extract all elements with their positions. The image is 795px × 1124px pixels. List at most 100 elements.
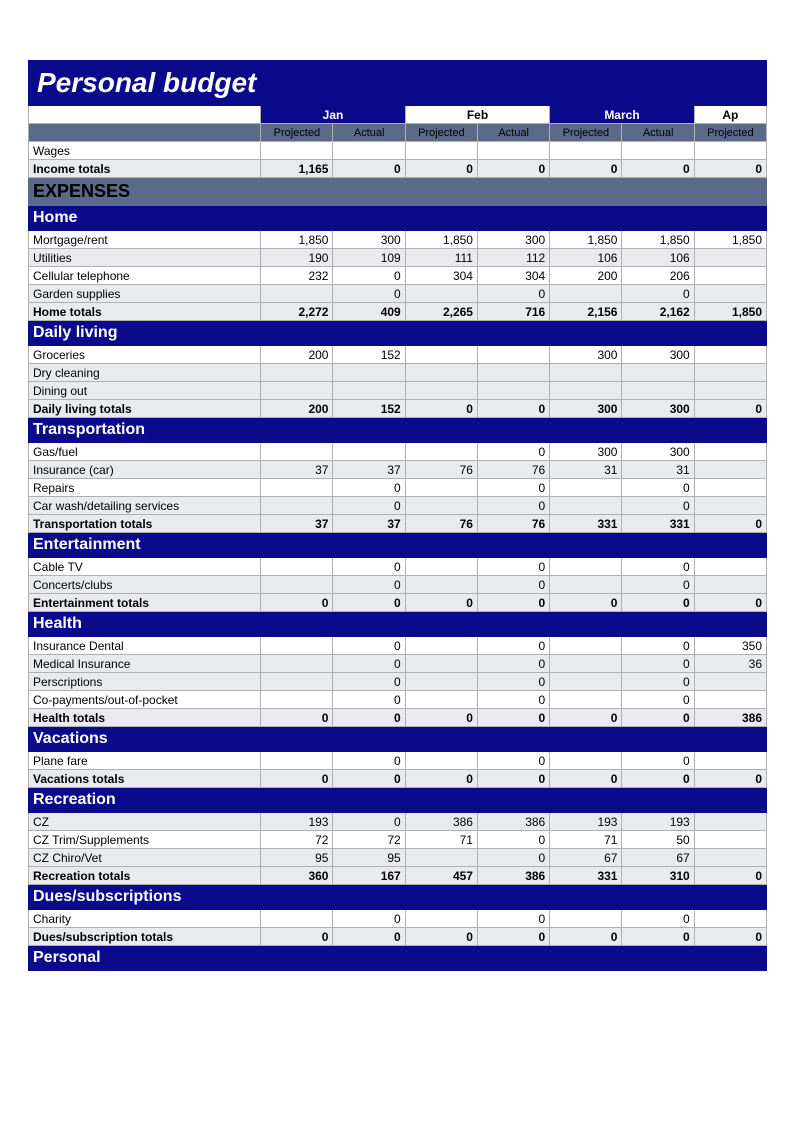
- cell[interactable]: 193: [261, 813, 333, 831]
- cell[interactable]: 0: [333, 813, 405, 831]
- cell[interactable]: 0: [333, 673, 405, 691]
- cell[interactable]: 0: [333, 497, 405, 515]
- cell[interactable]: 0: [477, 910, 549, 928]
- cell[interactable]: [622, 364, 694, 382]
- cell[interactable]: 386: [477, 813, 549, 831]
- cell[interactable]: [694, 673, 766, 691]
- cell[interactable]: [261, 558, 333, 576]
- cell[interactable]: 0: [622, 655, 694, 673]
- cell[interactable]: 0: [477, 691, 549, 709]
- cell[interactable]: [405, 558, 477, 576]
- cell[interactable]: [261, 285, 333, 303]
- cell[interactable]: 37: [261, 461, 333, 479]
- cell[interactable]: [261, 142, 333, 160]
- cell[interactable]: [550, 497, 622, 515]
- cell[interactable]: [550, 142, 622, 160]
- cell[interactable]: [405, 849, 477, 867]
- cell[interactable]: 0: [622, 637, 694, 655]
- cell[interactable]: [261, 576, 333, 594]
- cell[interactable]: [477, 382, 549, 400]
- cell[interactable]: [405, 364, 477, 382]
- cell[interactable]: [550, 479, 622, 497]
- cell[interactable]: 0: [477, 558, 549, 576]
- cell[interactable]: 200: [261, 346, 333, 364]
- cell[interactable]: 386: [405, 813, 477, 831]
- cell[interactable]: [622, 142, 694, 160]
- cell[interactable]: 95: [261, 849, 333, 867]
- cell[interactable]: [694, 752, 766, 770]
- cell[interactable]: [694, 267, 766, 285]
- cell[interactable]: [405, 576, 477, 594]
- cell[interactable]: [333, 142, 405, 160]
- cell[interactable]: [477, 346, 549, 364]
- cell[interactable]: [405, 497, 477, 515]
- cell[interactable]: [694, 497, 766, 515]
- cell[interactable]: [550, 364, 622, 382]
- cell[interactable]: 193: [550, 813, 622, 831]
- cell[interactable]: 0: [333, 655, 405, 673]
- cell[interactable]: 0: [622, 752, 694, 770]
- cell[interactable]: [405, 479, 477, 497]
- cell[interactable]: [333, 443, 405, 461]
- cell[interactable]: [550, 382, 622, 400]
- cell[interactable]: [405, 673, 477, 691]
- cell[interactable]: 300: [550, 346, 622, 364]
- cell[interactable]: 1,850: [694, 231, 766, 249]
- cell[interactable]: 152: [333, 346, 405, 364]
- cell[interactable]: [261, 382, 333, 400]
- cell[interactable]: 109: [333, 249, 405, 267]
- cell[interactable]: [694, 813, 766, 831]
- cell[interactable]: 0: [333, 285, 405, 303]
- cell[interactable]: 0: [333, 267, 405, 285]
- cell[interactable]: [694, 910, 766, 928]
- cell[interactable]: 111: [405, 249, 477, 267]
- cell[interactable]: 193: [622, 813, 694, 831]
- cell[interactable]: 67: [622, 849, 694, 867]
- cell[interactable]: [405, 910, 477, 928]
- cell[interactable]: 71: [405, 831, 477, 849]
- cell[interactable]: 350: [694, 637, 766, 655]
- cell[interactable]: 0: [333, 558, 405, 576]
- cell[interactable]: 31: [622, 461, 694, 479]
- cell[interactable]: 1,850: [405, 231, 477, 249]
- cell[interactable]: [333, 382, 405, 400]
- cell[interactable]: [550, 558, 622, 576]
- cell[interactable]: [550, 285, 622, 303]
- cell[interactable]: [550, 673, 622, 691]
- cell[interactable]: 300: [550, 443, 622, 461]
- cell[interactable]: [261, 910, 333, 928]
- cell[interactable]: 0: [477, 849, 549, 867]
- cell[interactable]: [261, 497, 333, 515]
- cell[interactable]: [261, 752, 333, 770]
- cell[interactable]: [405, 655, 477, 673]
- cell[interactable]: [405, 443, 477, 461]
- cell[interactable]: [694, 364, 766, 382]
- cell[interactable]: [694, 249, 766, 267]
- cell[interactable]: 112: [477, 249, 549, 267]
- cell[interactable]: 0: [477, 637, 549, 655]
- cell[interactable]: 0: [622, 576, 694, 594]
- cell[interactable]: [405, 285, 477, 303]
- cell[interactable]: [477, 364, 549, 382]
- cell[interactable]: 0: [333, 479, 405, 497]
- cell[interactable]: [550, 637, 622, 655]
- cell[interactable]: [261, 673, 333, 691]
- cell[interactable]: [694, 479, 766, 497]
- cell[interactable]: [694, 691, 766, 709]
- cell[interactable]: 95: [333, 849, 405, 867]
- cell[interactable]: 304: [477, 267, 549, 285]
- cell[interactable]: [405, 691, 477, 709]
- cell[interactable]: 0: [477, 285, 549, 303]
- cell[interactable]: 0: [333, 910, 405, 928]
- cell[interactable]: 76: [405, 461, 477, 479]
- cell[interactable]: 0: [622, 285, 694, 303]
- cell[interactable]: [694, 576, 766, 594]
- cell[interactable]: [694, 849, 766, 867]
- cell[interactable]: 190: [261, 249, 333, 267]
- cell[interactable]: [405, 346, 477, 364]
- cell[interactable]: [405, 382, 477, 400]
- cell[interactable]: 50: [622, 831, 694, 849]
- cell[interactable]: [477, 142, 549, 160]
- cell[interactable]: [550, 655, 622, 673]
- cell[interactable]: 200: [550, 267, 622, 285]
